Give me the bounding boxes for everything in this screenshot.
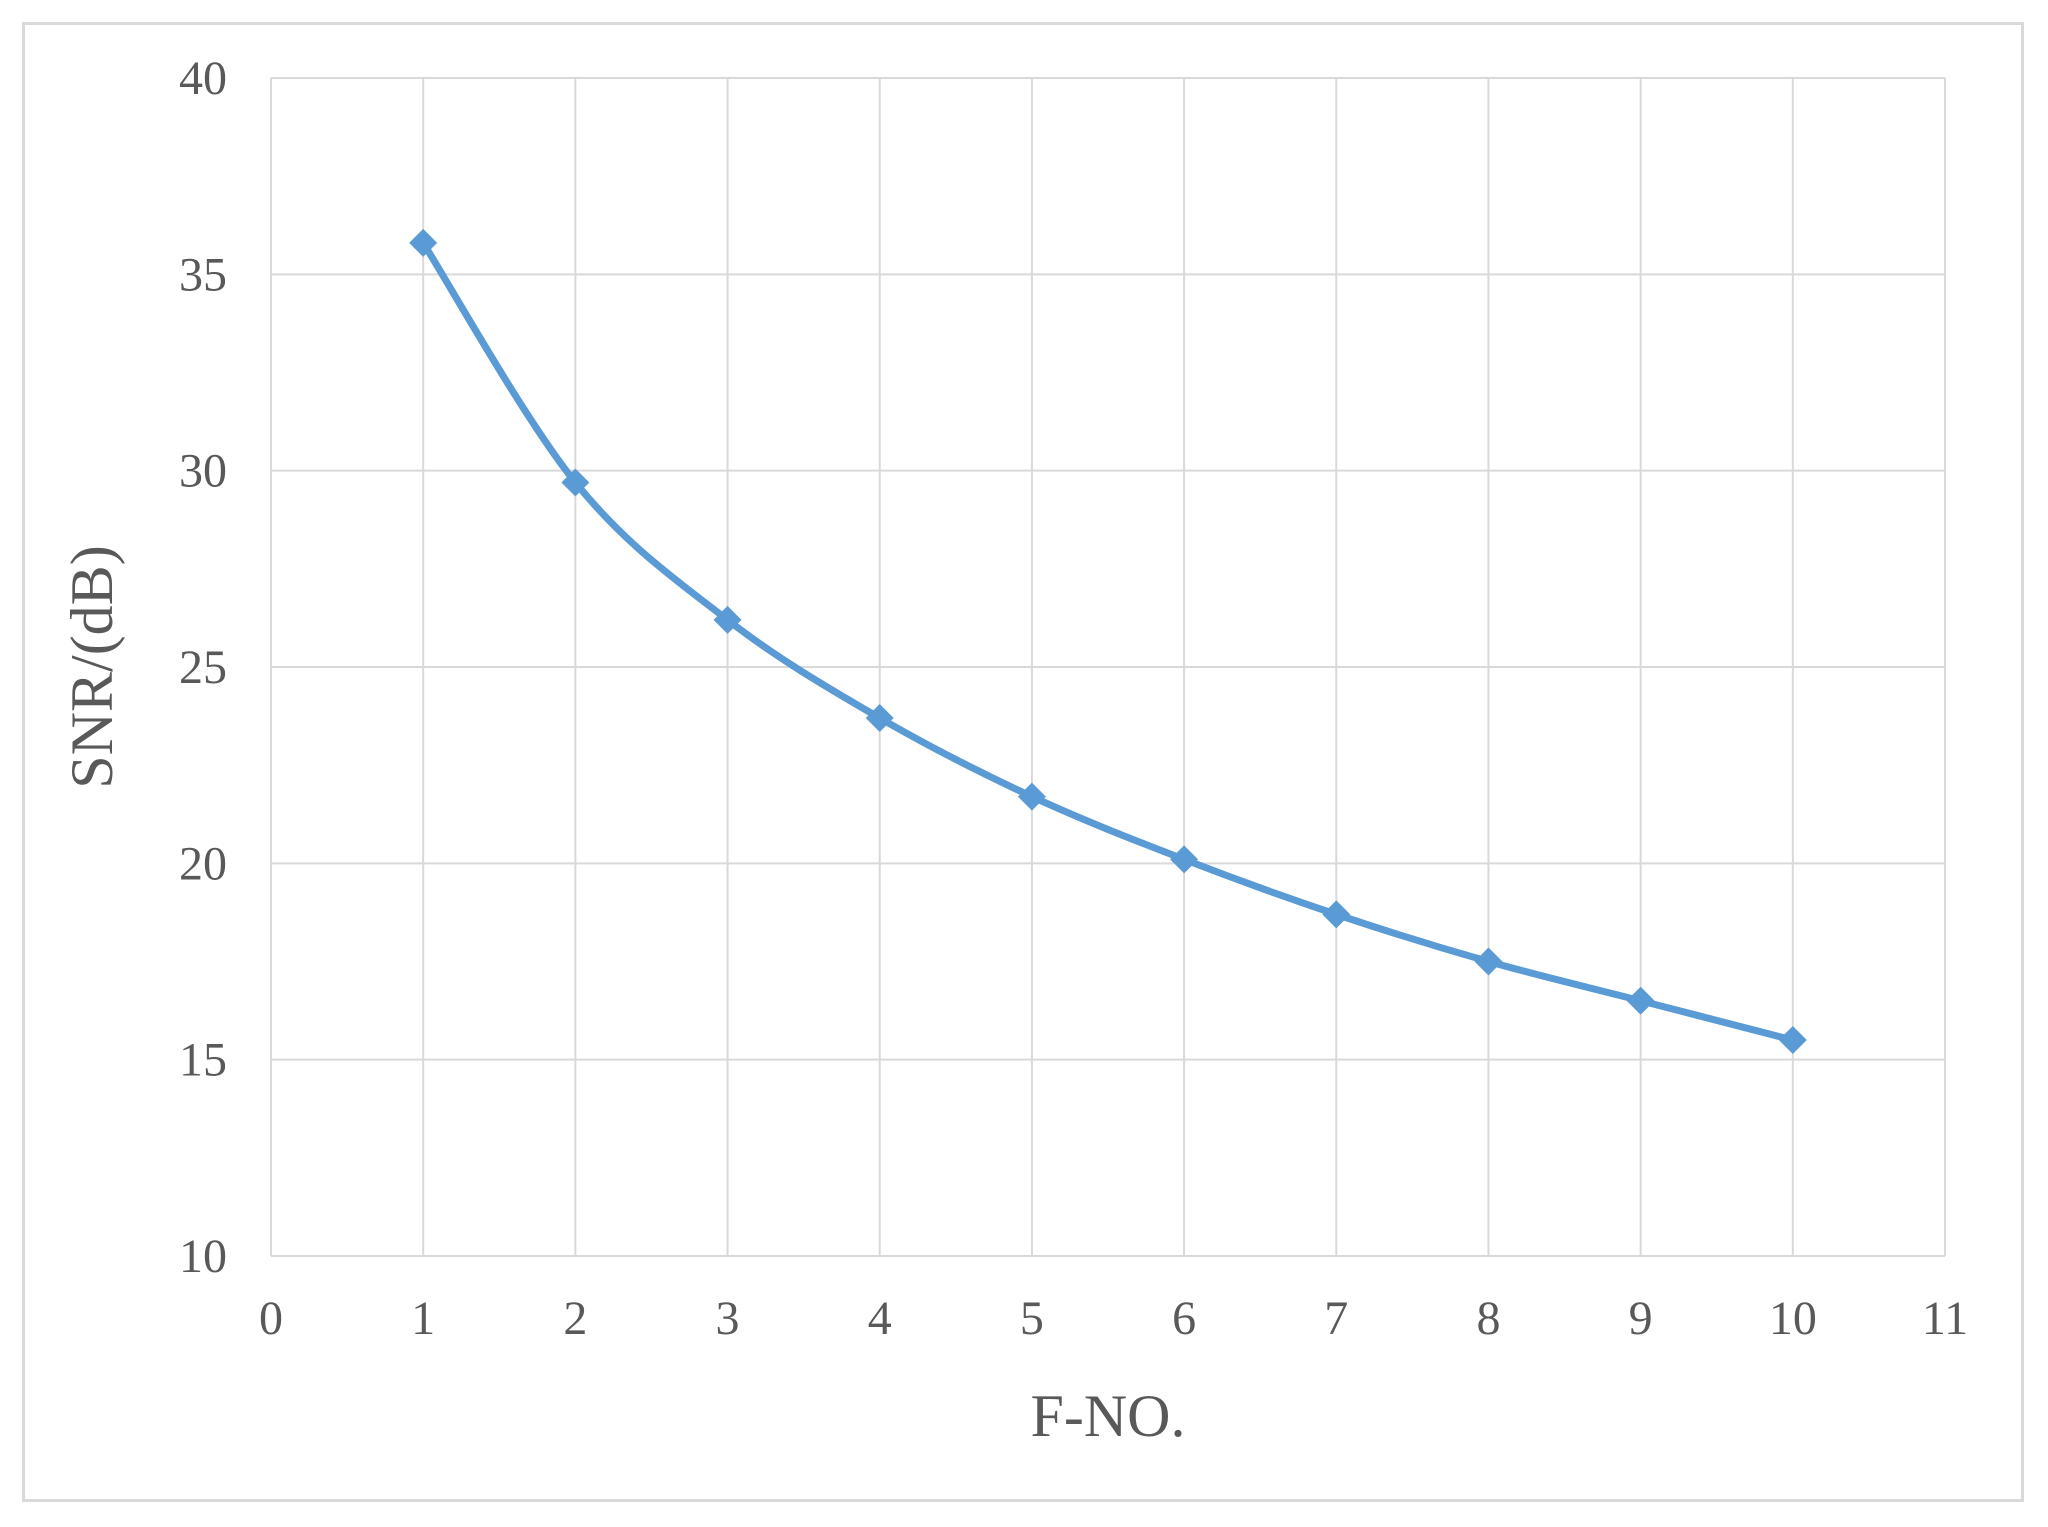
y-tick-label: 35 — [179, 248, 227, 301]
x-tick-label: 3 — [716, 1292, 740, 1345]
data-point-marker — [1170, 845, 1199, 874]
x-tick-label: 1 — [411, 1292, 435, 1345]
marker-layer — [409, 228, 1807, 1055]
x-tick-label: 8 — [1476, 1292, 1500, 1345]
x-axis-title: F-NO. — [1030, 1383, 1185, 1449]
x-tick-label: 7 — [1324, 1292, 1348, 1345]
y-tick-label: 20 — [179, 837, 227, 890]
x-tick-label: 9 — [1629, 1292, 1653, 1345]
y-tick-label: 30 — [179, 445, 227, 498]
x-tick-label: 5 — [1020, 1292, 1044, 1345]
x-tick-label: 0 — [259, 1292, 283, 1345]
y-tick-label: 25 — [179, 641, 227, 694]
tick-layer: 10 15 20 25 30 35 40 0 1 2 3 4 5 6 7 8 9 10 11 — [179, 52, 1968, 1345]
grid-layer — [270, 77, 1946, 1257]
y-tick-label: 15 — [179, 1034, 227, 1087]
series-layer — [419, 239, 1797, 1044]
data-point-marker — [713, 605, 742, 634]
y-axis-title: SNR/(dB) — [59, 545, 125, 788]
y-tick-label: 40 — [179, 52, 227, 105]
data-point-marker — [561, 468, 590, 497]
data-point-marker — [1778, 1026, 1807, 1055]
x-tick-label: 2 — [563, 1292, 587, 1345]
data-point-marker — [1017, 782, 1046, 811]
series-line — [419, 239, 1797, 1044]
x-tick-label: 4 — [868, 1292, 892, 1345]
y-tick-label: 10 — [179, 1230, 227, 1283]
data-point-marker — [1626, 986, 1655, 1015]
x-tick-label: 10 — [1769, 1292, 1817, 1345]
data-point-marker — [1322, 900, 1351, 929]
data-point-marker — [409, 228, 438, 257]
data-point-marker — [1474, 947, 1503, 976]
x-tick-label: 6 — [1172, 1292, 1196, 1345]
x-tick-label: 11 — [1922, 1292, 1968, 1345]
data-point-marker — [865, 704, 894, 733]
